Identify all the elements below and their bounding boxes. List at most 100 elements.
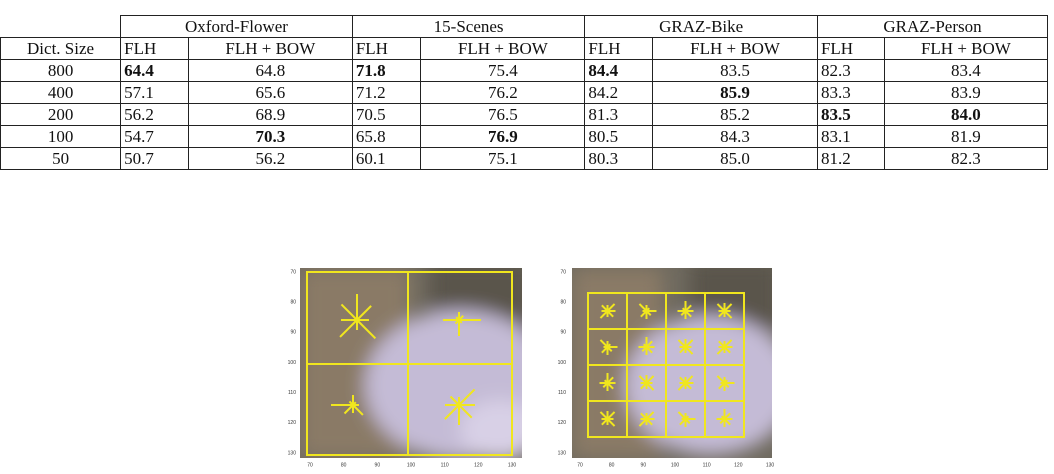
subheader: FLH + BOW bbox=[187, 37, 353, 60]
y-tick-label: 80 bbox=[560, 299, 566, 305]
x-tick-label: 130 bbox=[508, 462, 517, 468]
gradient-arrow bbox=[340, 303, 358, 321]
gradient-arrow bbox=[606, 382, 614, 390]
y-tick-label: 120 bbox=[558, 420, 567, 426]
gradient-arrow bbox=[684, 310, 692, 318]
score-cell: 85.0 bbox=[652, 147, 818, 170]
subheader: FLH bbox=[351, 37, 422, 60]
y-tick-label: 100 bbox=[288, 360, 297, 366]
score-cell: 54.7 bbox=[120, 125, 189, 148]
score-cell: 84.4 bbox=[584, 59, 654, 82]
score-cell: 82.3 bbox=[883, 147, 1049, 170]
score-cell: 85.2 bbox=[652, 103, 818, 126]
y-tick-label: 70 bbox=[560, 269, 566, 275]
gradient-arrow bbox=[599, 339, 609, 348]
score-cell: 65.8 bbox=[351, 125, 422, 148]
gradient-arrow bbox=[356, 319, 377, 340]
y-tick-label: 100 bbox=[558, 360, 567, 366]
y-tick-label: 120 bbox=[288, 420, 297, 426]
data-row: 100 54.7 70.3 65.8 76.9 80.5 84.3 83.1 81.9 bbox=[0, 125, 1049, 148]
gradient-arrow bbox=[343, 404, 354, 415]
score-bold: 70.3 bbox=[255, 126, 286, 146]
gradient-arrow bbox=[645, 310, 652, 316]
gradient-arrow bbox=[449, 395, 460, 406]
gradient-arrow bbox=[684, 375, 694, 384]
x-tick-label: 90 bbox=[375, 462, 381, 468]
gradient-arrow bbox=[723, 339, 733, 348]
gradient-arrow bbox=[684, 339, 694, 348]
gradient-arrow bbox=[599, 310, 609, 319]
gradient-arrow bbox=[606, 346, 613, 352]
gradient-arrow bbox=[599, 411, 609, 420]
score-bold: 76.9 bbox=[488, 126, 518, 146]
data-row: 50 50.7 56.2 60.1 75.1 80.3 85.0 81.2 82.3 bbox=[0, 147, 1049, 170]
gradient-arrow bbox=[638, 303, 648, 312]
score-cell: 84.0 bbox=[883, 103, 1049, 126]
x-tick-label: 110 bbox=[703, 462, 711, 468]
gradient-arrow bbox=[645, 411, 655, 420]
gradient-arrow bbox=[716, 375, 726, 384]
gradient-arrow bbox=[677, 339, 687, 348]
x-tick-label: 100 bbox=[671, 462, 680, 468]
gradient-arrow bbox=[684, 382, 692, 390]
score-cell: 80.3 bbox=[584, 147, 654, 170]
score-cell: 75.1 bbox=[420, 147, 586, 170]
gradient-arrow bbox=[638, 375, 648, 384]
dict-size-cell: 400 bbox=[0, 81, 122, 104]
results-table: Oxford-Flower 15-Scenes GRAZ-Bike GRAZ-Pers… bbox=[0, 15, 1049, 170]
gradient-arrow bbox=[638, 418, 648, 427]
gradient-arrow bbox=[723, 310, 733, 319]
y-tick-label: 70 bbox=[290, 269, 296, 275]
x-tick-label: 100 bbox=[407, 462, 416, 468]
right-image bbox=[572, 268, 772, 458]
gradient-arrow bbox=[352, 404, 364, 416]
score-cell: 56.2 bbox=[187, 147, 353, 170]
data-row: 200 56.2 68.9 70.5 76.5 81.3 85.2 83.5 84.0 bbox=[0, 103, 1049, 126]
score-cell: 68.9 bbox=[187, 103, 353, 126]
gradient-arrow bbox=[356, 305, 372, 321]
score-bold: 64.4 bbox=[124, 60, 154, 80]
gradient-arrow bbox=[645, 346, 653, 354]
score-cell: 57.1 bbox=[120, 81, 189, 104]
y-tick-label: 90 bbox=[290, 330, 296, 336]
gradient-arrow bbox=[723, 303, 733, 312]
gradient-arrow bbox=[606, 303, 616, 312]
x-tick-label: 80 bbox=[609, 462, 615, 468]
x-tick-label: 120 bbox=[734, 462, 743, 468]
gradient-arrow bbox=[677, 382, 687, 391]
score-bold: 84.0 bbox=[951, 104, 981, 124]
gradient-arrow bbox=[716, 303, 726, 312]
score-cell: 60.1 bbox=[351, 147, 422, 170]
y-tick-label: 80 bbox=[290, 299, 296, 305]
subheader-row: Dict. Size FLH FLH + BOW FLH FLH + BOW FLH FLH… bbox=[0, 37, 1049, 60]
gradient-arrow bbox=[716, 346, 726, 355]
gradient-arrow bbox=[723, 346, 731, 354]
data-row: 800 64.4 64.8 71.8 75.4 84.4 83.5 82.3 83.4 bbox=[0, 59, 1049, 82]
x-tick-label: 70 bbox=[307, 462, 313, 468]
score-cell: 50.7 bbox=[120, 147, 189, 170]
left-image bbox=[300, 268, 522, 458]
score-cell: 81.2 bbox=[816, 147, 885, 170]
score-bold: 71.8 bbox=[355, 60, 386, 80]
gradient-arrow bbox=[645, 382, 655, 391]
descriptor-grid bbox=[306, 271, 745, 456]
x-tick-label: 120 bbox=[474, 462, 483, 468]
gradient-arrow bbox=[645, 418, 653, 426]
score-cell: 83.1 bbox=[816, 125, 885, 148]
gradient-arrow bbox=[458, 388, 476, 406]
group-header: GRAZ-Person bbox=[816, 15, 1049, 38]
gradient-arrow bbox=[723, 418, 731, 426]
gradient-arrow bbox=[444, 404, 460, 420]
x-tick-label: 110 bbox=[441, 462, 449, 468]
score-bold: 85.9 bbox=[720, 82, 750, 102]
x-tick-label: 90 bbox=[641, 462, 647, 468]
y-tick-label: 130 bbox=[288, 450, 297, 456]
gradient-arrow bbox=[645, 375, 655, 384]
subheader: FLH + BOW bbox=[420, 37, 586, 60]
gradient-arrow bbox=[684, 418, 691, 424]
group-header: 15-Scenes bbox=[351, 15, 586, 38]
score-bold: 83.5 bbox=[820, 104, 851, 124]
x-tick-label: 70 bbox=[577, 462, 583, 468]
